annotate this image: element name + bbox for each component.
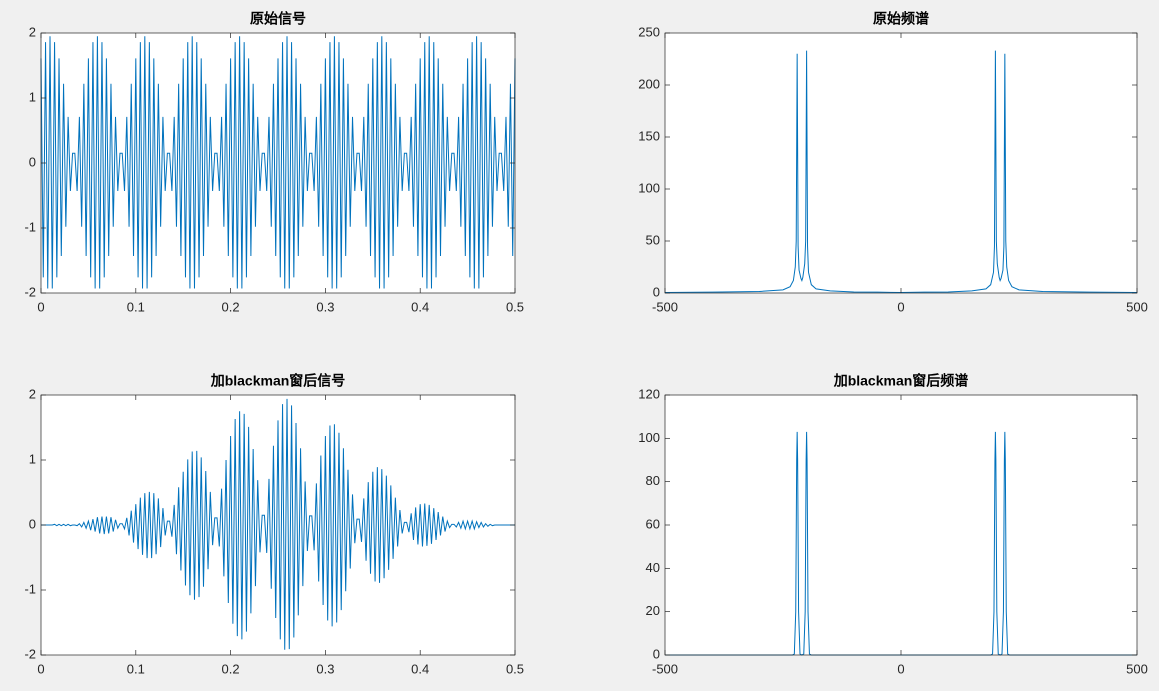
x-tick-label: -500 (652, 661, 678, 676)
y-tick-label: 80 (646, 473, 660, 488)
y-tick-label: 120 (638, 386, 660, 401)
y-tick-label: 250 (638, 24, 660, 39)
y-tick-label: -2 (24, 284, 36, 299)
axes-background (665, 395, 1137, 655)
axes-title: 原始信号 (250, 11, 306, 27)
x-tick-label: 0.3 (316, 299, 334, 314)
y-tick-label: 100 (638, 430, 660, 445)
axes-box (40, 32, 516, 294)
x-tick-label: 0 (37, 299, 44, 314)
y-tick-label: 1 (29, 89, 36, 104)
x-tick-label: 0.4 (411, 661, 429, 676)
x-tick-label: 0 (897, 299, 904, 314)
x-tick-label: 0.2 (222, 661, 240, 676)
x-tick-label: 0 (897, 661, 904, 676)
axes-box (664, 394, 1138, 656)
y-tick-label: 50 (646, 232, 660, 247)
x-tick-label: 0.1 (127, 661, 145, 676)
y-tick-label: -1 (24, 219, 36, 234)
signal-line (41, 398, 515, 650)
y-tick-label: -2 (24, 646, 36, 661)
x-tick-label: 0.5 (506, 299, 524, 314)
x-tick-label: 0.3 (316, 661, 334, 676)
axes-title: 加blackman窗后信号 (210, 373, 346, 389)
x-tick-label: 0.4 (411, 299, 429, 314)
axes-title: 加blackman窗后频谱 (833, 373, 969, 389)
x-tick-label: 500 (1126, 299, 1148, 314)
signal-line (40, 36, 516, 289)
y-tick-label: -1 (24, 581, 36, 596)
y-tick-label: 200 (638, 76, 660, 91)
y-tick-label: 0 (653, 646, 660, 661)
x-tick-label: 0.2 (222, 299, 240, 314)
x-tick-label: -500 (652, 299, 678, 314)
y-tick-label: 100 (638, 180, 660, 195)
y-tick-label: 2 (29, 24, 36, 39)
y-tick-label: 40 (646, 560, 660, 575)
y-tick-label: 2 (29, 386, 36, 401)
axes-background (665, 33, 1137, 293)
y-tick-label: 0 (29, 154, 36, 169)
x-tick-label: 0 (37, 661, 44, 676)
x-tick-label: 500 (1126, 661, 1148, 676)
axes-box (664, 32, 1138, 294)
x-tick-label: 0.1 (127, 299, 145, 314)
y-tick-label: 0 (29, 516, 36, 531)
y-tick-label: 1 (29, 451, 36, 466)
x-tick-label: 0.5 (506, 661, 524, 676)
y-tick-label: 150 (638, 128, 660, 143)
axes-box (40, 394, 516, 656)
y-tick-label: 20 (646, 603, 660, 618)
y-tick-label: 60 (646, 516, 660, 531)
axes-title: 原始频谱 (873, 11, 929, 27)
y-tick-label: 0 (653, 284, 660, 299)
